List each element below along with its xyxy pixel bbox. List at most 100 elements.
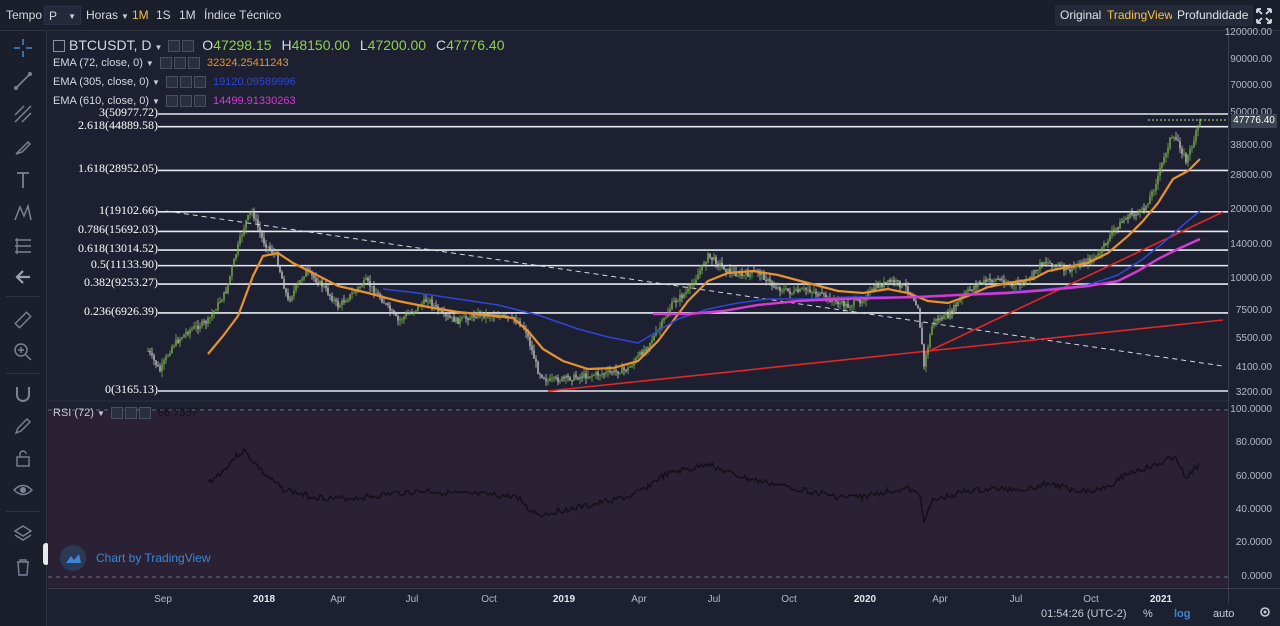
support-trendline[interactable] [547,319,1224,392]
pencil-lock-icon[interactable] [12,415,34,437]
rsi-panel-background [48,412,1228,587]
rsi-tick-label: 60.0000 [1235,471,1272,482]
layers-icon[interactable] [12,523,34,545]
eye-icon[interactable] [159,57,172,70]
chevron-down-icon[interactable]: ▼ [154,43,163,52]
fib-tool-icon[interactable] [12,235,34,257]
candle-body [365,278,367,280]
candle-body [1075,266,1077,268]
dashed-trendline[interactable] [165,210,1224,367]
percent-scale-button[interactable]: % [1143,608,1153,620]
zoom-in-icon[interactable] [12,341,34,363]
candle-body [1177,139,1179,142]
settings-icon[interactable] [179,95,192,108]
eye-icon[interactable] [12,479,34,501]
tradingview-watermark[interactable]: Chart by TradingView [60,545,211,571]
chart-area[interactable] [48,31,1228,603]
candle-body [955,305,957,307]
candle-body [227,283,229,293]
lock-icon[interactable] [12,447,34,469]
fullscreen-icon[interactable] [1254,6,1274,26]
interval-1m-button[interactable]: 1M [132,8,149,22]
candle-body [403,316,405,320]
ema-72-legend[interactable]: EMA (72, close, 0) ▼ 32324.25411243 [53,55,289,71]
interval-select[interactable]: Horas ▼ [86,6,129,25]
candle-body [665,317,667,319]
ema-610-legend[interactable]: EMA (610, close, 0) ▼ 14499.91330263 [53,93,296,109]
indicators-button[interactable]: Índice Técnico [204,8,282,22]
candle-body [763,272,765,280]
time-axis[interactable]: Sep 2018 Apr Jul Oct 2019 Apr Jul Oct 2020 Apr Jul O… [48,588,1280,626]
candle-body [185,332,187,335]
price-tick-label: 90000.00 [1230,54,1272,65]
ema-610-line[interactable] [653,237,1201,316]
price-chart [48,113,1228,587]
settings-icon[interactable] [124,407,137,420]
candle-body [1049,262,1051,264]
rsi-value: 66.7357 [157,407,198,419]
candle-body [811,291,813,293]
log-scale-button[interactable]: log [1174,608,1191,620]
candle-body [885,281,887,283]
trendline-icon[interactable] [12,70,34,92]
pattern-icon[interactable] [12,202,34,224]
tab-depth[interactable]: Profundidade [1172,5,1254,26]
candle-body [791,293,793,295]
crosshair-icon[interactable] [12,37,34,59]
eye-icon[interactable] [165,95,178,108]
eye-icon[interactable] [110,407,123,420]
candle-body [331,295,333,301]
ema-305-label: EMA (305, close, 0) [53,76,149,88]
candle-body [937,318,939,321]
pitchfork-icon[interactable] [12,103,34,125]
period-select[interactable]: P ▼ [44,6,81,25]
candle-body [387,303,389,306]
trash-icon[interactable] [12,556,34,578]
close-icon[interactable] [193,95,206,108]
candle-body [837,301,839,305]
candle-body [849,306,851,308]
tab-tradingview[interactable]: TradingView [1102,5,1179,26]
candle-body [1157,175,1159,185]
fib-label: 0(3165.13) [105,382,158,396]
candle-body [355,290,357,293]
sidebar-collapse-handle[interactable] [43,543,49,565]
settings-icon[interactable] [182,40,195,53]
candle-body [831,300,833,303]
text-tool-icon[interactable] [12,169,34,191]
eye-icon[interactable] [168,40,181,53]
ema-72-line[interactable] [207,158,1201,371]
support-trendline-steep[interactable] [922,211,1224,355]
auto-scale-button[interactable]: auto [1213,608,1235,620]
ema-305-legend[interactable]: EMA (305, close, 0) ▼ 19120.09589996 [53,74,296,90]
candle-body [813,291,815,293]
eye-icon[interactable] [165,76,178,89]
magnet-icon[interactable] [12,383,34,405]
candle-body [629,366,631,368]
ruler-icon[interactable] [12,309,34,331]
rsi-legend[interactable]: RSI (72) ▼ 66.7357 [53,407,198,420]
price-tick-label: 4100.00 [1235,362,1272,373]
collapse-legend-icon[interactable] [53,40,65,53]
arrow-left-icon[interactable] [12,266,34,288]
candle-body [745,272,747,275]
gear-icon[interactable] [1258,605,1272,622]
high-value: 48150.00 [291,37,350,53]
rsi-tick-label: 100.0000 [1230,404,1272,415]
candle-body [917,305,919,309]
interval-1month-button[interactable]: 1M [179,8,196,22]
tab-original[interactable]: Original [1055,5,1107,26]
candle-body [855,299,857,301]
candle-body [257,219,259,228]
close-icon[interactable] [138,407,151,420]
close-icon[interactable] [187,57,200,70]
candle-body [407,314,409,316]
interval-1s-button[interactable]: 1S [156,8,171,22]
brush-icon[interactable] [12,136,34,158]
close-icon[interactable] [193,76,206,89]
candle-body [1139,209,1141,213]
rsi-line[interactable] [207,447,1200,524]
settings-icon[interactable] [179,76,192,89]
ema-305-line[interactable] [382,210,1201,344]
settings-icon[interactable] [173,57,186,70]
